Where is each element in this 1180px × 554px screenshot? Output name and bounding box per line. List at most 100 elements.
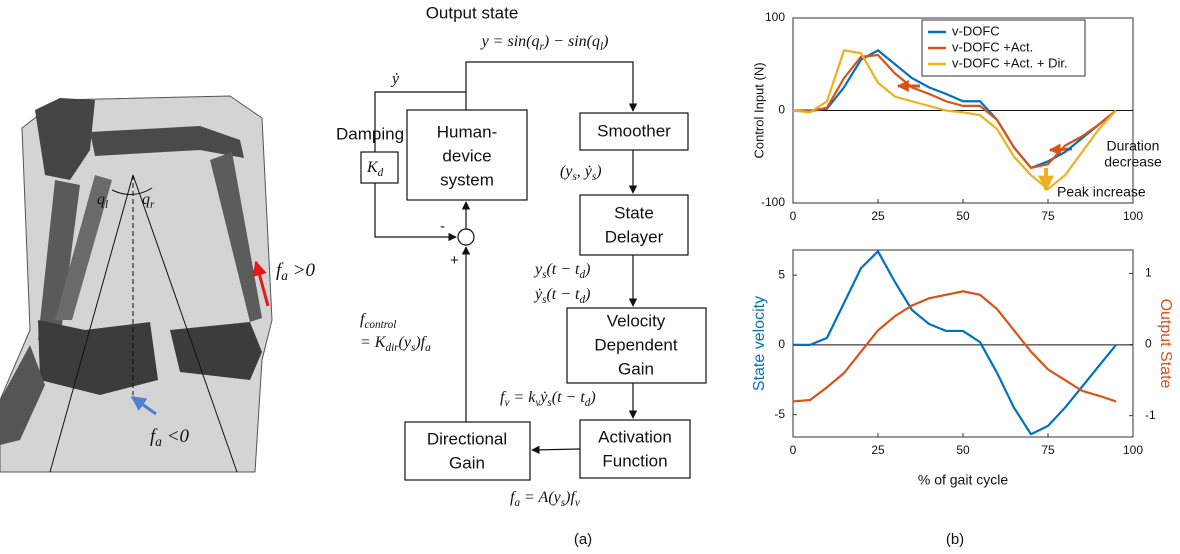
block-diagram: Output state y = sin(qr) − sin(ql) ẏ Dam… — [336, 3, 707, 509]
caption: (a) — [574, 531, 592, 548]
text-run: (y — [399, 334, 412, 351]
block-label: Velocity — [607, 311, 666, 330]
subscript: s — [542, 294, 547, 306]
angle-label: qr — [142, 191, 155, 211]
block-label: Gain — [618, 359, 654, 378]
block — [406, 109, 528, 201]
x-tick-label: 100 — [1123, 209, 1143, 223]
signal-label: (ys, ẏs) — [560, 163, 602, 183]
annotation: Duration — [1107, 138, 1160, 154]
block — [579, 112, 689, 151]
summing-junction — [457, 228, 475, 246]
block-label: device — [442, 146, 491, 165]
gain-label: Kd — [366, 159, 384, 179]
y-axis-label: State velocity — [751, 296, 768, 391]
block — [360, 151, 399, 184]
subscript: v — [535, 397, 540, 409]
x-tick-label: 25 — [871, 209, 885, 223]
series-line — [793, 249, 1117, 436]
text-run: y = sin(q — [480, 33, 540, 50]
text-run: f — [360, 311, 367, 328]
subscript: d — [579, 294, 585, 306]
text-run: f — [510, 489, 517, 506]
subscript: r — [539, 41, 544, 53]
label: ẏ — [390, 71, 400, 88]
label: Output state — [426, 3, 519, 22]
x-tick-label: 75 — [1041, 443, 1055, 457]
equation: y = sin(qr) − sin(ql) — [480, 33, 609, 53]
sign: + — [450, 252, 459, 269]
text-run: = A(y — [520, 489, 562, 506]
legend-label: v-DOFC +Act. + Dir. — [952, 55, 1068, 70]
y-tick-label: 0 — [778, 103, 785, 117]
subscript: r — [150, 199, 155, 211]
text-run: >0 — [288, 260, 316, 281]
x-tick-label: 0 — [790, 443, 797, 457]
exoskeleton-illustration: ql qr fa >0 fa <0 — [0, 95, 316, 473]
text-run: ) — [584, 286, 590, 303]
signal-label: fcontrol — [360, 311, 396, 331]
text-run: ) − sin(q — [543, 33, 600, 50]
block-label: Dependent — [594, 335, 677, 354]
legend-box — [921, 19, 1086, 77]
sign: - — [440, 218, 445, 235]
x-tick-label: 75 — [1041, 209, 1055, 223]
y2-tick-label: -1 — [1145, 408, 1156, 422]
text-run: (t − t — [552, 389, 586, 406]
x-tick-label: 25 — [871, 443, 885, 457]
subscript: s — [572, 171, 577, 183]
annotation: decrease — [1104, 154, 1162, 170]
signal-label: ys(t − td) — [533, 261, 590, 281]
text-run: (t − t — [546, 286, 580, 303]
subscript: a — [155, 434, 162, 449]
subscript: d — [378, 167, 384, 179]
block-label: State — [614, 203, 654, 222]
text-run: ẏ — [533, 286, 543, 303]
text-run: q — [97, 191, 105, 208]
x-axis-label: % of gait cycle — [918, 472, 1008, 488]
block — [404, 421, 531, 481]
plot-frame — [792, 249, 1134, 438]
y-axis-label: Control Input (N) — [751, 62, 766, 158]
equation: fa = A(ys)fv — [510, 489, 580, 509]
block-label: Delayer — [605, 227, 664, 246]
subscript: v — [575, 497, 580, 509]
equation: fv = kvẏs(t − td) — [500, 389, 596, 409]
series-line — [792, 290, 1117, 403]
chart: 0 25 50 75 100 -100 0 100 Control Input (N) v-DOF… — [751, 10, 1162, 223]
block-label: Directional — [427, 429, 507, 448]
equation: = Kdir(ys)fa — [360, 334, 431, 354]
text-run: (t − t — [546, 261, 580, 278]
block-label: system — [440, 170, 494, 189]
text-run: , ẏ — [577, 163, 593, 180]
block-label: Activation — [598, 427, 672, 446]
subscript: s — [542, 269, 547, 281]
x-tick-label: 100 — [1123, 443, 1143, 457]
y2-axis-label: Output State — [1157, 299, 1174, 389]
text-run: y — [533, 261, 543, 278]
text-run: ) — [584, 261, 590, 278]
subscript: a — [281, 268, 288, 283]
block-label: Gain — [449, 453, 485, 472]
series-line — [793, 49, 1117, 170]
text-run: ) — [602, 33, 608, 50]
x-tick-label: 0 — [790, 209, 797, 223]
subscript: a — [425, 342, 431, 354]
text-run: ẏ — [538, 389, 548, 406]
subscript: d — [579, 269, 585, 281]
subscript: v — [504, 397, 509, 409]
text-run: q — [142, 191, 150, 208]
text-run: f — [276, 260, 284, 281]
block-label: Human- — [437, 122, 497, 141]
subscript: s — [547, 397, 552, 409]
subscript: d — [585, 397, 591, 409]
text-run: <0 — [162, 426, 190, 447]
legend-label: v-DOFC +Act. — [952, 39, 1033, 54]
block-label: Smoother — [597, 121, 671, 140]
text-run: )f — [414, 334, 427, 351]
block-label: Function — [602, 451, 667, 470]
text-run: ) — [595, 163, 601, 180]
text-run: K — [366, 159, 379, 176]
block — [579, 194, 689, 256]
